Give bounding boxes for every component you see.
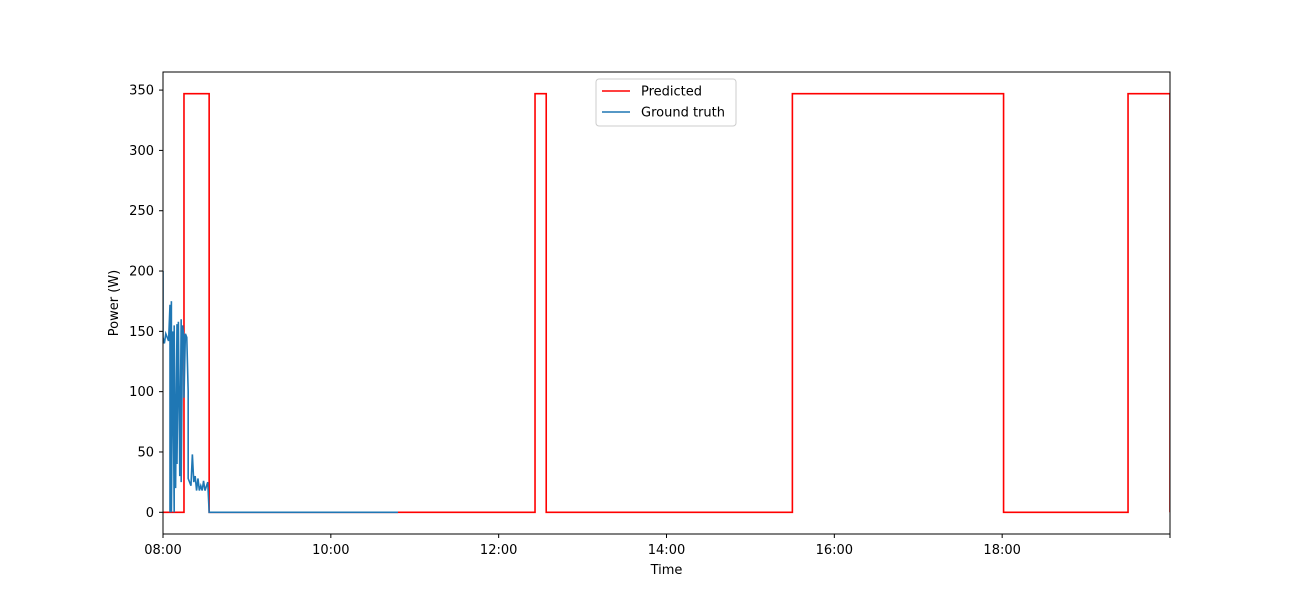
legend: Predicted Ground truth: [595, 78, 737, 127]
y-tick-label: 150: [129, 325, 154, 340]
x-tick-label: 14:00: [648, 543, 685, 558]
series-line-ground-truth: [163, 271, 398, 514]
x-axis: 08:00 10:00 12:00 14:00 16:00 18:00: [144, 534, 1171, 558]
series-line-predicted: [163, 92, 1170, 514]
x-tick-label: 08:00: [144, 543, 181, 558]
y-tick-label: 200: [129, 265, 154, 280]
x-tick-label: 10:00: [312, 543, 349, 558]
legend-box: [595, 78, 737, 127]
y-tick-label: 0: [146, 506, 154, 521]
x-tick-label: 12:00: [480, 543, 517, 558]
x-tick-label: 18:00: [983, 543, 1020, 558]
y-tick-label: 300: [129, 144, 154, 159]
legend-label: Predicted: [641, 85, 702, 100]
x-tick-label: 16:00: [816, 543, 853, 558]
legend-label: Ground truth: [641, 106, 725, 121]
y-axis-label: Power (W): [107, 270, 122, 336]
y-axis: 0 50 100 150 200 250 300 350: [129, 84, 163, 521]
y-tick-label: 250: [129, 204, 154, 219]
x-axis-label: Time: [650, 563, 683, 578]
y-tick-label: 350: [129, 84, 154, 99]
plot-area: [163, 92, 1170, 514]
y-tick-label: 100: [129, 385, 154, 400]
y-tick-label: 50: [137, 445, 154, 460]
